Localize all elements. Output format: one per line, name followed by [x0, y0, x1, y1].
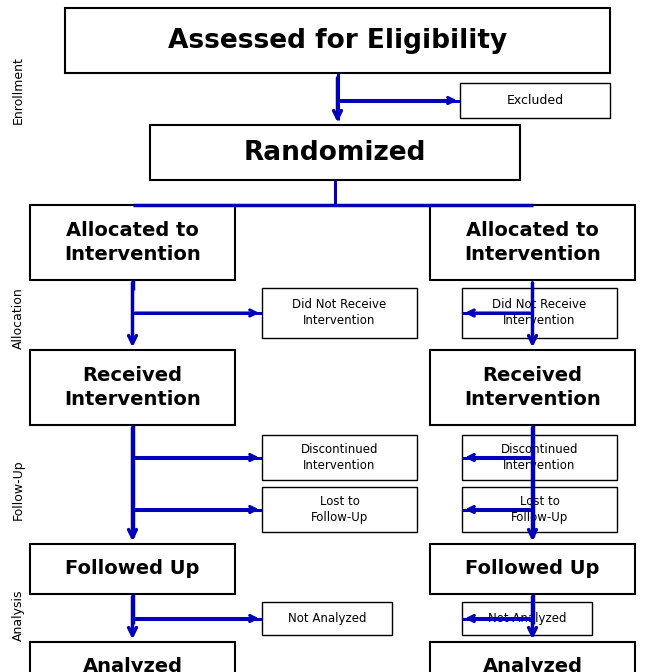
- Bar: [30, 544, 235, 594]
- Bar: [460, 83, 610, 118]
- Text: Received
Intervention: Received Intervention: [464, 366, 601, 409]
- Text: Allocated to
Intervention: Allocated to Intervention: [64, 221, 201, 263]
- Bar: [462, 602, 592, 635]
- Text: Enrollment: Enrollment: [11, 56, 24, 124]
- Bar: [262, 487, 417, 532]
- Bar: [30, 205, 235, 280]
- Text: Did Not Receive
Intervention: Did Not Receive Intervention: [292, 298, 386, 327]
- Bar: [430, 642, 635, 672]
- Text: Assessed for Eligibility: Assessed for Eligibility: [168, 28, 507, 54]
- Text: Analyzed: Analyzed: [482, 657, 583, 672]
- Bar: [150, 125, 520, 180]
- Text: Lost to
Follow-Up: Lost to Follow-Up: [511, 495, 568, 524]
- Bar: [30, 642, 235, 672]
- Text: Did Not Receive
Intervention: Did Not Receive Intervention: [493, 298, 587, 327]
- Text: Lost to
Follow-Up: Lost to Follow-Up: [311, 495, 368, 524]
- Bar: [30, 350, 235, 425]
- Text: Analysis: Analysis: [11, 589, 24, 640]
- Bar: [462, 487, 617, 532]
- Text: Not Analyzed: Not Analyzed: [488, 612, 566, 625]
- Text: Discontinued
Intervention: Discontinued Intervention: [301, 443, 378, 472]
- Text: Discontinued
Intervention: Discontinued Intervention: [501, 443, 578, 472]
- Bar: [65, 8, 610, 73]
- Text: Allocation: Allocation: [11, 287, 24, 349]
- Bar: [262, 288, 417, 338]
- Bar: [262, 602, 392, 635]
- Bar: [430, 205, 635, 280]
- Bar: [462, 288, 617, 338]
- Bar: [430, 350, 635, 425]
- Text: Analyzed: Analyzed: [83, 657, 183, 672]
- Text: Randomized: Randomized: [244, 140, 426, 165]
- Bar: [462, 435, 617, 480]
- Text: Excluded: Excluded: [507, 94, 564, 107]
- Text: Followed Up: Followed Up: [65, 560, 200, 579]
- Text: Followed Up: Followed Up: [465, 560, 599, 579]
- Text: Received
Intervention: Received Intervention: [64, 366, 201, 409]
- Bar: [430, 544, 635, 594]
- Text: Follow-Up: Follow-Up: [11, 460, 24, 520]
- Text: Allocated to
Intervention: Allocated to Intervention: [464, 221, 601, 263]
- Text: Not Analyzed: Not Analyzed: [288, 612, 366, 625]
- Bar: [262, 435, 417, 480]
